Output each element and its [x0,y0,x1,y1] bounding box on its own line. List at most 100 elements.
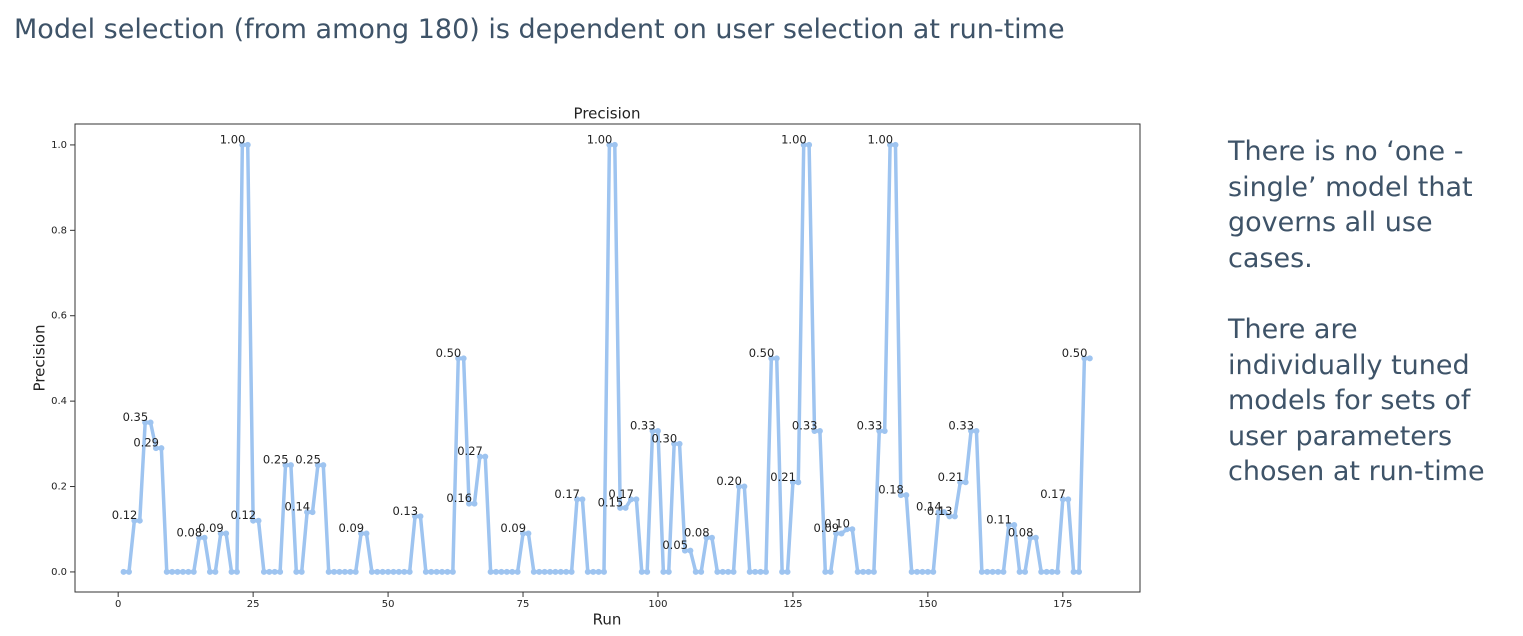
point [1059,496,1066,503]
point [779,568,786,575]
note-line: cases. [1228,242,1313,274]
point [147,419,154,426]
point [595,568,602,575]
point [190,568,197,575]
point [730,568,737,575]
point [179,568,186,575]
data-label: 0.05 [662,538,688,552]
point [951,513,958,520]
point [600,568,607,575]
point [174,568,181,575]
point [1070,568,1077,575]
point [509,568,516,575]
point [498,568,505,575]
data-label: 0.27 [457,444,483,458]
data-label: 1.00 [781,132,807,146]
point [152,445,159,452]
x-tick-label: 75 [517,599,530,610]
data-label: 0.33 [857,419,883,433]
data-label: 0.09 [338,521,364,535]
point [660,568,667,575]
point [1076,568,1083,575]
x-tick-label: 175 [1053,599,1072,610]
data-label: 0.25 [295,453,321,467]
y-axis-label: Precision [31,325,49,392]
data-label: 0.50 [436,346,462,360]
point [250,517,257,524]
point [368,568,375,575]
point [417,513,424,520]
point [1022,568,1029,575]
point [789,479,796,486]
point [541,568,548,575]
point [217,530,224,537]
point [568,568,575,575]
point [1011,521,1018,528]
point [325,568,332,575]
point [525,530,532,537]
data-label: 0.30 [652,431,678,445]
notes: There is no ‘one - single’ model that gove… [1228,134,1485,526]
point [574,496,581,503]
point [1049,568,1056,575]
point [676,440,683,447]
point [946,513,953,520]
point [1000,568,1007,575]
point [401,568,408,575]
point [741,483,748,490]
point [703,534,710,541]
point [460,355,467,362]
note-line: single’ model that [1228,171,1473,203]
y-tick-label: 0.2 [51,482,67,493]
point [838,530,845,537]
point [590,568,597,575]
point [978,568,985,575]
point [892,141,899,148]
point [1032,534,1039,541]
point [897,492,904,499]
point [957,479,964,486]
x-tick-label: 0 [115,599,121,610]
data-label: 0.17 [608,487,634,501]
point [806,141,813,148]
point [860,568,867,575]
point [1043,568,1050,575]
point [293,568,300,575]
note-line: user parameters [1228,420,1453,452]
point [287,462,294,469]
point [654,428,661,435]
point [271,568,278,575]
point [514,568,521,575]
point [692,568,699,575]
point [163,568,170,575]
data-label: 0.16 [446,491,472,505]
point [633,496,640,503]
data-label: 0.33 [948,419,974,433]
point [563,568,570,575]
data-label: 0.11 [986,512,1012,526]
point [341,568,348,575]
point [482,453,489,460]
point [968,428,975,435]
point [503,568,510,575]
point [746,568,753,575]
point [903,492,910,499]
point [422,568,429,575]
point [887,141,894,148]
point [1038,568,1045,575]
data-label: 0.13 [927,504,953,518]
data-label: 0.20 [716,474,742,488]
note-line: chosen at run-time [1228,456,1485,487]
x-tick-label: 125 [783,599,802,610]
point [142,419,149,426]
data-label: 0.15 [598,495,624,509]
point [320,462,327,469]
point [870,568,877,575]
point [671,440,678,447]
chart-title: Precision [574,105,641,123]
data-label: 1.00 [867,132,893,146]
point [536,568,543,575]
point [255,517,262,524]
point [617,504,624,511]
point [708,534,715,541]
